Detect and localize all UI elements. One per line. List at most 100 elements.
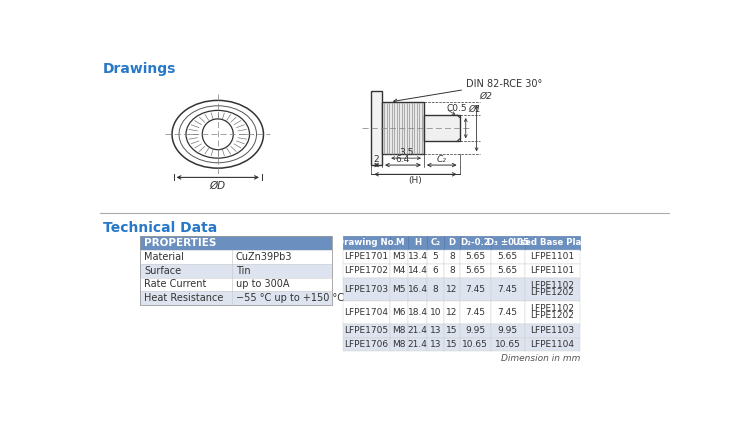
- Text: D: D: [448, 239, 455, 248]
- Bar: [344, 301, 390, 324]
- Bar: [427, 264, 444, 277]
- Bar: [444, 324, 460, 337]
- Text: Drawings: Drawings: [103, 62, 176, 76]
- Text: LFPE1102: LFPE1102: [530, 281, 574, 290]
- Bar: [390, 324, 409, 337]
- Bar: [490, 277, 525, 301]
- Bar: [409, 277, 427, 301]
- Bar: [460, 337, 490, 351]
- Bar: [344, 324, 390, 337]
- Bar: [409, 301, 427, 324]
- Text: LFPE1702: LFPE1702: [344, 266, 388, 275]
- Bar: [390, 337, 409, 351]
- Bar: [382, 102, 424, 154]
- Bar: [525, 324, 580, 337]
- Bar: [344, 264, 390, 277]
- Text: H: H: [414, 239, 422, 248]
- Bar: [490, 301, 525, 324]
- Bar: [409, 264, 427, 277]
- Bar: [490, 337, 525, 351]
- Text: M8: M8: [392, 326, 406, 335]
- Text: LFPE1102: LFPE1102: [530, 304, 574, 313]
- Text: LFPE1705: LFPE1705: [344, 326, 388, 335]
- Text: LFPE1704: LFPE1704: [344, 308, 388, 317]
- Bar: [140, 291, 332, 305]
- Text: Tin: Tin: [236, 265, 250, 276]
- Bar: [409, 250, 427, 264]
- Text: D₂-0.2: D₂-0.2: [460, 239, 490, 248]
- Text: DIN 82-RCE 30°: DIN 82-RCE 30°: [466, 79, 542, 89]
- Text: 13: 13: [430, 326, 441, 335]
- Bar: [427, 250, 444, 264]
- Text: 8: 8: [433, 285, 439, 294]
- Text: up to 300A: up to 300A: [236, 279, 289, 289]
- Text: C₂: C₂: [430, 239, 440, 248]
- Text: 21.4: 21.4: [408, 326, 428, 335]
- Bar: [390, 277, 409, 301]
- Text: LFPE1101: LFPE1101: [530, 266, 574, 275]
- Text: LFPE1706: LFPE1706: [344, 340, 388, 349]
- Text: 8: 8: [449, 266, 454, 275]
- Text: 12: 12: [446, 285, 458, 294]
- Bar: [390, 264, 409, 277]
- Text: 9.95: 9.95: [497, 326, 517, 335]
- Bar: [490, 264, 525, 277]
- Bar: [390, 236, 409, 250]
- Text: LFPE1103: LFPE1103: [530, 326, 574, 335]
- Text: C₂: C₂: [436, 155, 447, 164]
- Text: 12: 12: [446, 308, 458, 317]
- Text: Drawing No.: Drawing No.: [337, 239, 397, 248]
- Text: 6: 6: [433, 266, 439, 275]
- Bar: [444, 277, 460, 301]
- Text: 21.4: 21.4: [408, 340, 428, 349]
- Bar: [525, 236, 580, 250]
- Bar: [390, 301, 409, 324]
- Bar: [427, 236, 444, 250]
- Text: 10.65: 10.65: [462, 340, 488, 349]
- Text: Ø2: Ø2: [479, 92, 492, 101]
- Text: 9.95: 9.95: [465, 326, 485, 335]
- Bar: [344, 337, 390, 351]
- Bar: [427, 277, 444, 301]
- Bar: [460, 250, 490, 264]
- Bar: [140, 277, 332, 291]
- Text: 6.4: 6.4: [396, 155, 410, 164]
- Bar: [490, 236, 525, 250]
- Bar: [427, 324, 444, 337]
- Text: M4: M4: [392, 266, 406, 275]
- Text: Ø1: Ø1: [468, 105, 481, 114]
- Bar: [140, 250, 332, 264]
- Text: Used Base Plate: Used Base Plate: [513, 239, 592, 248]
- Text: Dimension in mm: Dimension in mm: [501, 354, 580, 363]
- Text: M8: M8: [392, 340, 406, 349]
- Text: M5: M5: [392, 285, 406, 294]
- Bar: [444, 250, 460, 264]
- Text: LFPE1703: LFPE1703: [344, 285, 388, 294]
- Bar: [140, 264, 332, 277]
- Text: 15: 15: [446, 340, 458, 349]
- Bar: [490, 324, 525, 337]
- Text: 7.45: 7.45: [465, 308, 485, 317]
- Text: Surface: Surface: [144, 265, 182, 276]
- Bar: [409, 324, 427, 337]
- Bar: [460, 264, 490, 277]
- Text: Rate Current: Rate Current: [144, 279, 206, 289]
- Text: D₃ ±0.05: D₃ ±0.05: [487, 239, 529, 248]
- Text: 15: 15: [446, 326, 458, 335]
- Text: 10: 10: [430, 308, 441, 317]
- Bar: [140, 236, 332, 305]
- Bar: [344, 250, 390, 264]
- Text: 10.65: 10.65: [495, 340, 520, 349]
- Text: ØD: ØD: [210, 181, 226, 191]
- Text: 16.4: 16.4: [408, 285, 428, 294]
- Text: (H): (H): [409, 176, 422, 185]
- Bar: [460, 301, 490, 324]
- Text: CuZn39Pb3: CuZn39Pb3: [236, 252, 292, 262]
- Text: LFPE1202: LFPE1202: [530, 288, 574, 297]
- Bar: [444, 337, 460, 351]
- Text: 5.65: 5.65: [497, 252, 517, 261]
- Text: 7.45: 7.45: [465, 285, 485, 294]
- Bar: [444, 264, 460, 277]
- Text: 13.4: 13.4: [408, 252, 428, 261]
- Bar: [427, 337, 444, 351]
